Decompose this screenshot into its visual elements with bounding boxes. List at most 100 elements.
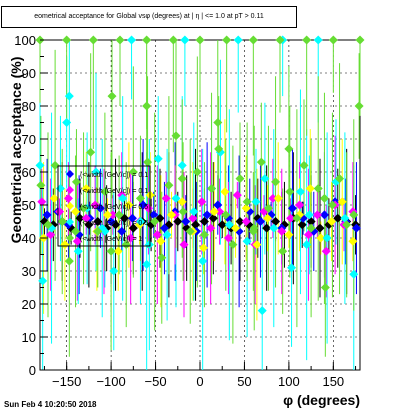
legend-entry: (<width [GeV/c]) = 0.5 (80, 204, 148, 211)
data-point (161, 193, 171, 203)
data-point (302, 35, 312, 45)
data-point (127, 35, 137, 45)
data-point (180, 35, 190, 45)
data-point (79, 203, 89, 213)
data-point (321, 246, 331, 256)
data-point (81, 184, 91, 193)
legend-entry: (<width [GeV/c]) = 0.1 (80, 188, 148, 195)
data-point (248, 35, 258, 45)
data-point (256, 157, 266, 167)
data-point (287, 203, 297, 213)
data-point (340, 213, 350, 223)
data-point (167, 210, 177, 220)
data-point (295, 200, 305, 210)
data-point (299, 160, 309, 170)
data-point (91, 167, 101, 177)
data-point (43, 220, 53, 230)
chart-title: eometrical acceptance for Global vsφ (de… (1, 6, 297, 28)
data-point (142, 259, 152, 269)
data-point (195, 35, 205, 45)
data-point (285, 187, 295, 197)
data-point (295, 187, 305, 197)
data-point (149, 210, 159, 220)
y-tick-label: 60 (22, 165, 36, 180)
data-point (36, 180, 46, 190)
data-point (72, 236, 82, 246)
data-point (93, 226, 103, 236)
data-point (199, 217, 209, 226)
data-point (50, 160, 60, 170)
data-point (198, 256, 208, 266)
data-point (143, 157, 153, 167)
y-tick-label: 40 (22, 231, 36, 246)
data-point (35, 160, 45, 170)
data-point (251, 197, 261, 207)
data-point (327, 217, 337, 226)
data-point (287, 263, 297, 273)
data-point (351, 223, 361, 233)
data-point (213, 200, 223, 210)
x-tick-label: 0 (196, 374, 203, 389)
data-point (197, 197, 207, 207)
datestamp: Sun Feb 4 10:20:50 2018 (4, 400, 97, 409)
data-point (106, 217, 116, 226)
data-point (263, 213, 273, 223)
data-point (322, 233, 332, 243)
data-point (73, 246, 83, 256)
legend-entry: (<width [GeV/c]) = 0.1 (80, 172, 148, 179)
y-tick-label: 10 (22, 330, 36, 345)
y-tick-label: 50 (22, 198, 36, 213)
data-point (242, 236, 252, 246)
x-tick-label: −50 (145, 374, 167, 389)
data-point (269, 223, 279, 233)
data-point (233, 35, 243, 45)
data-point (306, 217, 316, 226)
data-point (156, 236, 166, 246)
data-point (71, 177, 81, 187)
data-point (38, 276, 48, 286)
data-point (337, 197, 347, 207)
data-point (86, 147, 96, 157)
data-point (128, 167, 138, 177)
data-point (257, 306, 267, 316)
data-point (252, 240, 262, 250)
data-point (108, 210, 118, 220)
axis-ticks: −150 −100 −50 0 50 100 150 0 10 20 30 40 50 60 70 80 90 1… (14, 33, 357, 389)
data-point (202, 210, 212, 220)
data-point (150, 217, 160, 226)
data-point (297, 220, 307, 230)
data-point (209, 207, 219, 217)
legend-marker (66, 202, 74, 210)
data-point (126, 233, 136, 243)
data-point (319, 193, 329, 203)
data-point (286, 213, 296, 223)
data-point (313, 184, 323, 193)
data-point (271, 177, 281, 187)
data-point (335, 174, 345, 184)
data-point (333, 213, 343, 223)
data-point (64, 256, 74, 266)
data-point (173, 217, 183, 226)
data-point (106, 246, 116, 256)
data-point (349, 210, 359, 220)
data-point (305, 184, 315, 193)
data-point (199, 243, 209, 253)
data-point (168, 35, 178, 45)
legend-entry: (<width [GeV/c]) = 0.5 (80, 220, 148, 227)
data-point (135, 217, 145, 226)
data-point (64, 91, 74, 101)
data-point (164, 180, 174, 190)
y-tick-label: 0 (29, 363, 36, 378)
data-point (215, 207, 225, 217)
data-point (320, 283, 330, 292)
data-point (107, 91, 117, 101)
data-point (128, 223, 138, 233)
data-point (206, 223, 216, 233)
data-point (312, 210, 322, 220)
data-point (63, 193, 73, 203)
data-point (153, 154, 163, 164)
x-tick-label: 50 (237, 374, 251, 389)
data-point (316, 233, 326, 243)
y-tick-label: 100 (14, 33, 36, 48)
